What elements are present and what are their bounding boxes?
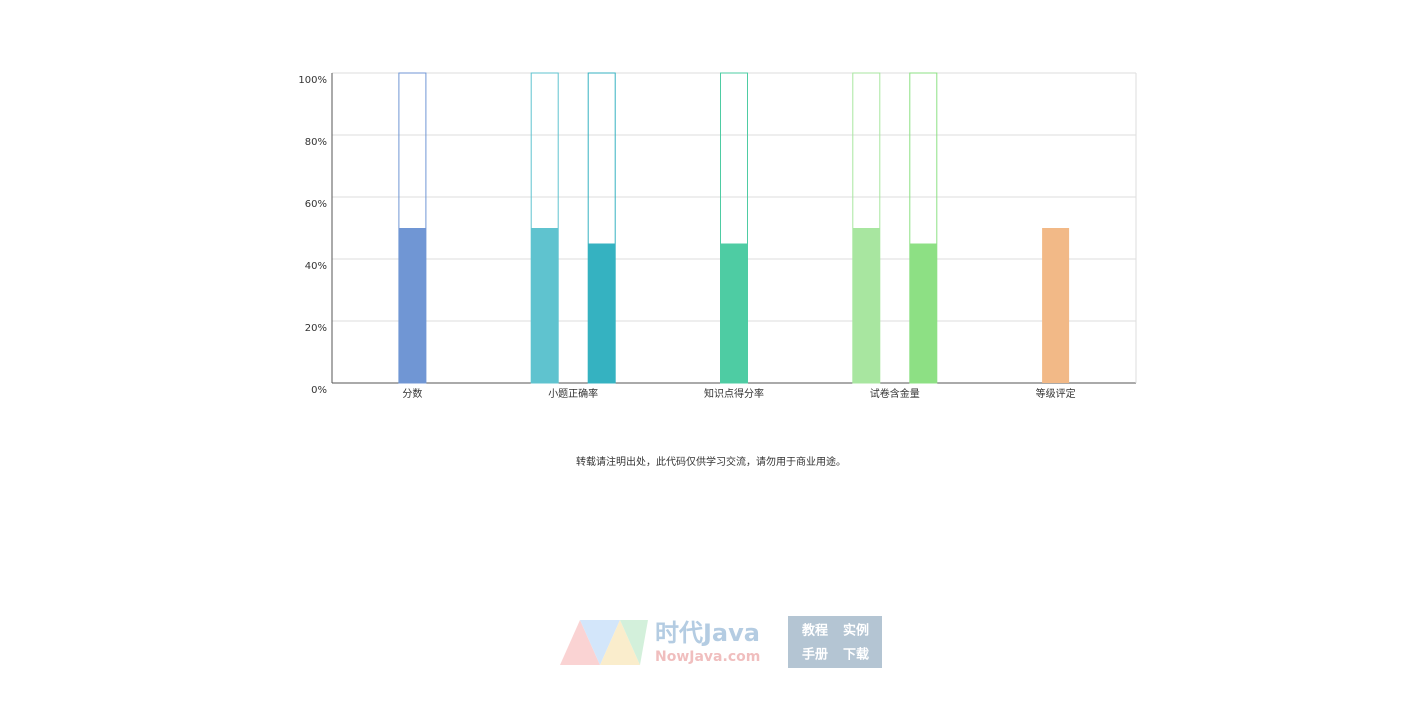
bar (398, 228, 426, 383)
y-tick-label: 20% (305, 323, 327, 334)
logo-link: 下载 (843, 647, 869, 663)
bar (1042, 228, 1070, 383)
y-tick-label: 80% (305, 137, 327, 148)
logo-site: NowJava.com (655, 649, 760, 665)
bar (531, 228, 559, 383)
bar (909, 243, 937, 383)
x-tick-label: 知识点得分率 (704, 387, 764, 400)
x-tick-label: 等级评定 (1036, 387, 1076, 400)
logo-link: 实例 (843, 623, 869, 639)
x-tick-label: 分数 (402, 387, 422, 400)
y-tick-label: 60% (305, 199, 327, 210)
x-tick-label: 小题正确率 (548, 387, 598, 400)
bar (720, 243, 748, 383)
watermark-logo: 时代Java NowJava.com 教程 实例 手册 下载 (560, 616, 882, 668)
bar (852, 228, 880, 383)
bar (588, 243, 616, 383)
y-tick-label: 100% (298, 75, 327, 86)
logo-link: 手册 (802, 647, 828, 663)
y-tick-label: 40% (305, 261, 327, 272)
logo-link: 教程 (801, 623, 828, 639)
y-tick-label: 0% (311, 385, 327, 396)
notice: 转载请注明出处，此代码仅供学习交流，请勿用于商业用途。 (576, 455, 846, 468)
x-tick-label: 试卷含金量 (870, 387, 920, 400)
logo-name: 时代Java (655, 619, 760, 647)
